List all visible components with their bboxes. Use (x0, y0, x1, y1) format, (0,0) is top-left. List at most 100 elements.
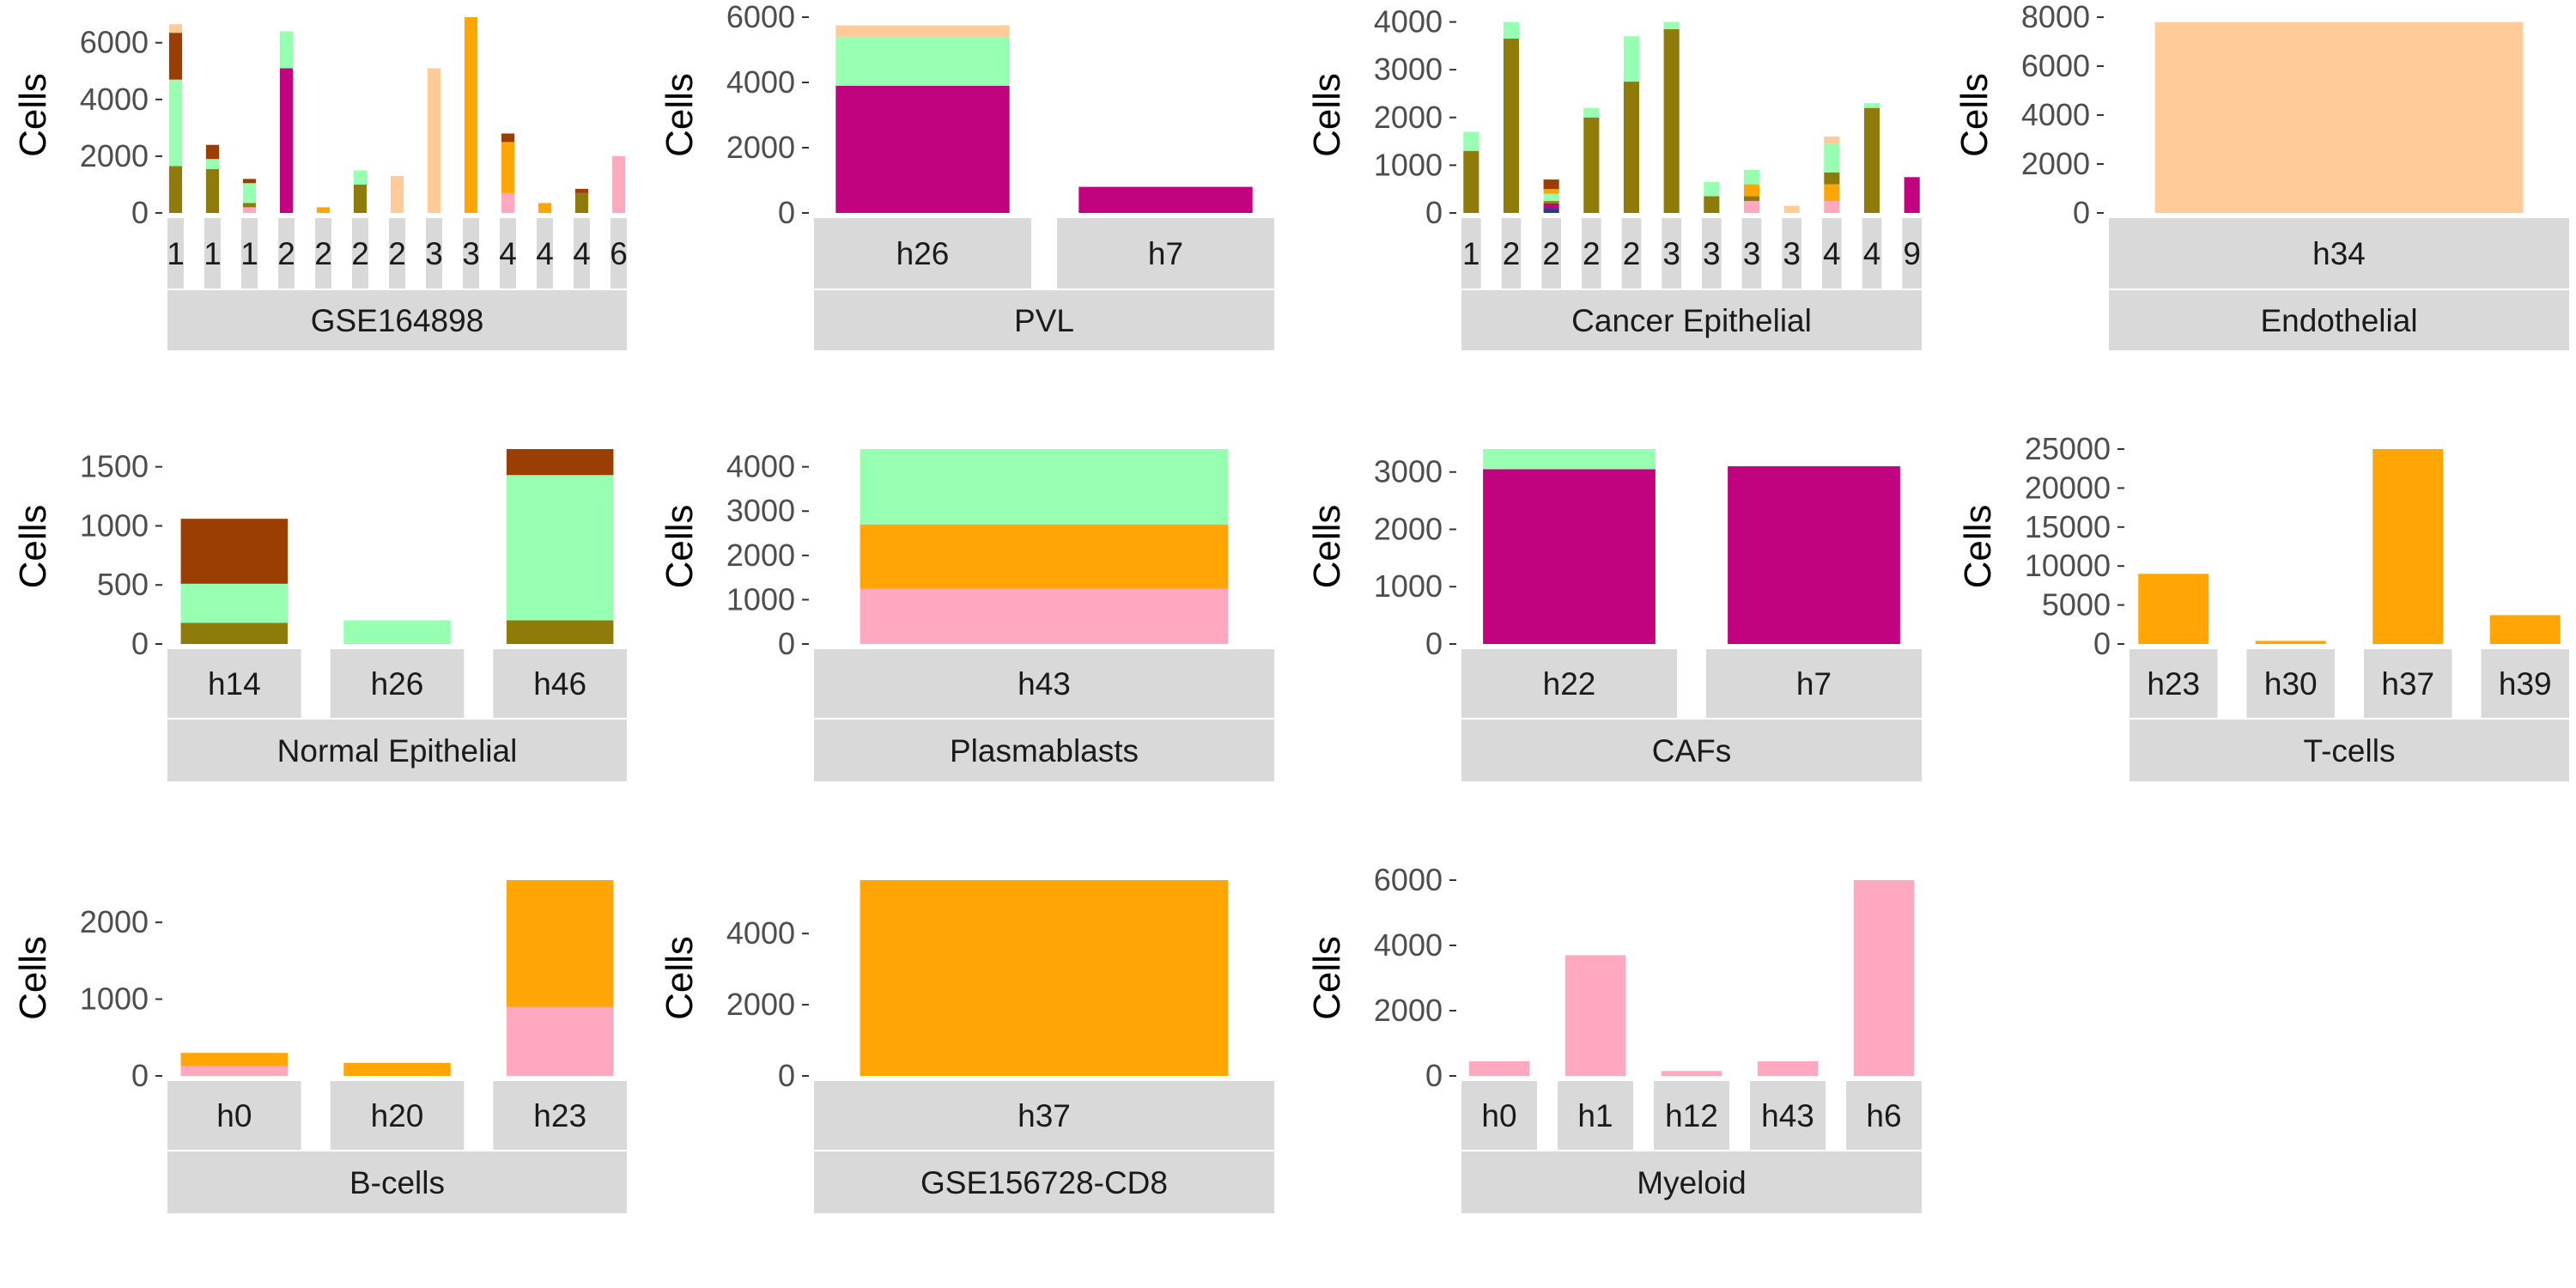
y-tick-label-normal-epithelial-2: 1000 (80, 507, 149, 543)
bar-segment-gse164898-1-1 (205, 159, 220, 169)
bar-segment-gse164898-9-2 (501, 133, 515, 143)
y-axis-label-t-cells: Cells (1957, 505, 1999, 589)
category-label-pvl-0: h26 (896, 236, 950, 271)
bar-segment-gse156728-cd8-0-0 (860, 880, 1229, 1076)
category-strip-cancer-epithelial-5 (1662, 218, 1681, 289)
category-label-cancer-epithelial-11: 9 (1903, 236, 1921, 271)
category-label-cancer-epithelial-10: 4 (1863, 236, 1881, 271)
bar-segment-cancer-epithelial-1-0 (1503, 39, 1520, 213)
y-tick-label-normal-epithelial-3: 1500 (80, 449, 149, 484)
facet-panel-plasmablasts: h43 Plasmablasts 0 1000 2000 3000 4000 Cells (659, 449, 1274, 781)
y-tick-label-plasmablasts-3: 3000 (726, 493, 795, 528)
y-tick-label-gse164898-0: 0 (131, 195, 149, 230)
bar-segment-pvl-0-1 (835, 36, 1010, 86)
facet-strip-t-cells (2129, 720, 2569, 781)
category-label-t-cells-3: h39 (2499, 666, 2552, 702)
bar-segment-cancer-epithelial-4-1 (1623, 36, 1640, 82)
category-label-t-cells-2: h37 (2381, 666, 2434, 702)
category-label-myeloid-0: h0 (1481, 1098, 1516, 1133)
bar-segment-gse164898-3-1 (279, 31, 294, 69)
bar-segment-gse164898-6-0 (390, 176, 404, 213)
category-strip-pvl-0 (814, 218, 1031, 289)
bar-segment-b-cells-0-1 (180, 1053, 289, 1066)
category-label-gse164898-11: 4 (573, 236, 591, 271)
bar-segment-cafs-1-0 (1728, 466, 1900, 644)
bar-segment-endothelial-0-0 (2154, 21, 2524, 214)
y-tick-label-b-cells-2: 2000 (80, 904, 149, 939)
bar-segment-gse164898-1-0 (205, 168, 220, 213)
bar-segment-gse164898-9-0 (501, 192, 515, 213)
bar-segment-normal-epithelial-0-0 (180, 623, 289, 644)
bar-segment-cancer-epithelial-9-4 (1824, 137, 1840, 144)
facet-label-b-cells: B-cells (349, 1165, 445, 1200)
y-tick-label-myeloid-0: 0 (1425, 1058, 1443, 1093)
bar-segment-gse164898-0-0 (168, 166, 183, 213)
y-tick-label-endothelial-4: 8000 (2021, 0, 2090, 34)
facet-strip-pvl (814, 290, 1274, 350)
y-tick-label-cancer-epithelial-0: 0 (1425, 195, 1443, 230)
category-label-cancer-epithelial-7: 3 (1743, 236, 1761, 271)
y-tick-label-normal-epithelial-0: 0 (131, 626, 149, 661)
bar-segment-b-cells-1-0 (343, 1062, 451, 1076)
y-axis-label-gse156728-cd8: Cells (659, 936, 701, 1020)
bar-segment-b-cells-2-1 (506, 880, 614, 1007)
bar-segment-normal-epithelial-2-2 (506, 449, 614, 476)
category-label-cancer-epithelial-8: 3 (1783, 236, 1801, 271)
bar-segment-gse164898-10-0 (538, 203, 552, 213)
bar-segment-cafs-0-0 (1483, 469, 1656, 644)
y-tick-label-gse164898-2: 4000 (80, 82, 149, 117)
y-tick-label-t-cells-0: 0 (2093, 626, 2111, 661)
facet-label-t-cells: T-cells (2304, 733, 2396, 769)
category-strip-b-cells-0 (167, 1081, 301, 1150)
category-strip-gse164898-5 (352, 218, 368, 289)
bar-segment-gse164898-7-0 (427, 68, 441, 213)
y-tick-label-pvl-0: 0 (778, 195, 795, 230)
category-strip-cafs-0 (1461, 649, 1677, 718)
y-tick-label-b-cells-0: 0 (131, 1058, 149, 1093)
bar-segment-plasmablasts-0-2 (860, 449, 1229, 525)
bar-segment-cancer-epithelial-11-0 (1904, 177, 1920, 213)
bar-segment-b-cells-2-0 (506, 1006, 614, 1076)
category-strip-gse164898-8 (463, 218, 479, 289)
category-label-myeloid-4: h6 (1866, 1098, 1901, 1133)
facet-strip-cafs (1461, 720, 1922, 781)
category-label-normal-epithelial-0: h14 (208, 666, 261, 702)
bar-segment-gse164898-11-1 (574, 188, 589, 193)
bar-segment-cancer-epithelial-8-0 (1783, 205, 1800, 213)
category-label-cancer-epithelial-4: 2 (1623, 236, 1641, 271)
category-label-gse164898-10: 4 (536, 236, 554, 271)
y-tick-label-t-cells-3: 15000 (2025, 509, 2111, 544)
category-strip-normal-epithelial-1 (330, 649, 465, 718)
category-label-cancer-epithelial-5: 3 (1662, 236, 1680, 271)
y-axis-label-normal-epithelial: Cells (12, 505, 54, 589)
facet-strip-endothelial (2109, 290, 2569, 350)
y-tick-label-gse164898-1: 2000 (80, 138, 149, 173)
bar-segment-cancer-epithelial-3-0 (1583, 117, 1600, 213)
facet-label-normal-epithelial: Normal Epithelial (277, 733, 518, 769)
y-tick-label-plasmablasts-2: 2000 (726, 538, 795, 573)
bar-segment-gse164898-9-1 (501, 142, 515, 193)
facet-label-gse164898: GSE164898 (311, 303, 484, 338)
bar-segment-cafs-0-1 (1483, 449, 1656, 470)
y-tick-label-cancer-epithelial-4: 4000 (1374, 4, 1443, 39)
category-strip-cancer-epithelial-10 (1862, 218, 1882, 289)
bar-segment-gse164898-2-1 (242, 203, 257, 208)
category-label-cancer-epithelial-0: 1 (1462, 236, 1480, 271)
category-strip-cancer-epithelial-11 (1902, 218, 1922, 289)
category-label-plasmablasts-0: h43 (1018, 666, 1071, 702)
category-label-cancer-epithelial-9: 4 (1823, 236, 1841, 271)
bar-segment-cancer-epithelial-7-2 (1743, 184, 1760, 197)
category-label-myeloid-2: h12 (1665, 1098, 1718, 1133)
category-strip-cancer-epithelial-7 (1741, 218, 1762, 289)
facet-strip-cancer-epithelial (1461, 290, 1922, 350)
facet-label-cancer-epithelial: Cancer Epithelial (1571, 303, 1812, 338)
facet-strip-gse164898 (167, 290, 627, 350)
bar-segment-cancer-epithelial-2-5 (1543, 179, 1559, 190)
category-label-gse164898-12: 6 (610, 236, 628, 271)
category-strip-gse164898-6 (389, 218, 405, 289)
y-tick-label-gse156728-cd8-0: 0 (778, 1058, 795, 1093)
bar-segment-gse164898-8-0 (464, 17, 478, 213)
bar-segment-t-cells-0-0 (2138, 574, 2209, 644)
category-label-gse164898-7: 3 (425, 236, 443, 271)
facet-strip-gse156728-cd8 (814, 1151, 1274, 1213)
